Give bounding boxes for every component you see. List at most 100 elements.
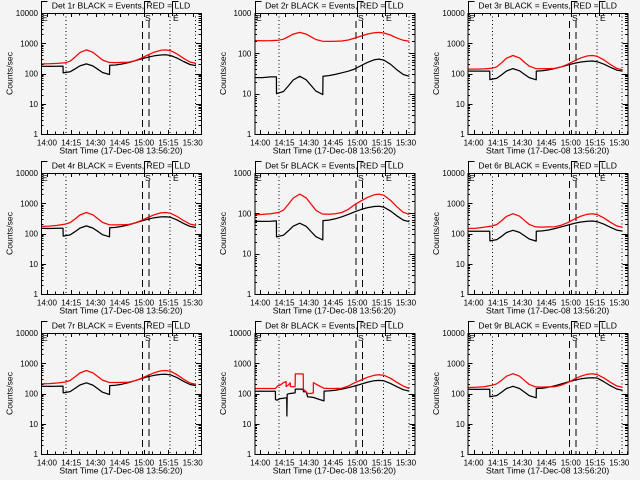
flag-bracket: [468, 1, 475, 16]
flag-label: E: [173, 173, 179, 183]
xtick-label: 14:45: [323, 459, 344, 468]
ytick-label: 10000: [16, 9, 39, 18]
y-axis-title: Counts/sec: [5, 211, 15, 255]
panel-title: Det 1r BLACK = Events, RED = LLD: [52, 1, 191, 11]
flag-label: S: [572, 13, 578, 23]
flag-label: E: [386, 173, 392, 183]
ytick-label: 1: [460, 130, 465, 139]
lld-series-line: [41, 211, 197, 228]
panel-det-8: Det 8r BLACK = Events, RED = LLD 1 10 100 10…: [218, 321, 417, 476]
xtick-label: 14:15: [488, 139, 509, 148]
ytick-label: 10000: [442, 9, 465, 18]
xtick-label: 14:00: [250, 139, 271, 148]
flag-bracket: [144, 161, 151, 176]
ytick-label: 1: [460, 450, 465, 459]
xtick-label: 14:30: [86, 459, 107, 468]
xtick-label: 14:30: [512, 139, 533, 148]
xtick-label: 14:15: [275, 299, 296, 308]
xtick-label: 15:15: [158, 459, 179, 468]
ytick-label: 1: [247, 450, 252, 459]
xtick-label: 14:30: [512, 459, 533, 468]
ytick-label: 100: [25, 390, 39, 399]
ytick-label: 10: [29, 420, 38, 429]
events-series-line: [254, 379, 410, 417]
xtick-label: 14:15: [275, 139, 296, 148]
panel-title: Det 8r BLACK = Events, RED = LLD: [265, 321, 404, 331]
panel-title: Det 4r BLACK = Events, RED = LLD: [52, 161, 191, 171]
xtick-label: 14:00: [250, 459, 271, 468]
xtick-label: 14:15: [61, 459, 82, 468]
flag-label: E: [469, 173, 475, 183]
events-series-line: [467, 220, 623, 242]
panel-title: Det 2r BLACK = Events, RED = LLD: [265, 1, 404, 11]
ytick-label: 100: [238, 49, 252, 58]
xtick-label: 14:45: [323, 139, 344, 148]
xtick-label: 14:00: [37, 299, 58, 308]
flag-bracket: [172, 1, 179, 16]
flag-label: S: [572, 173, 578, 183]
flag-bracket: [172, 161, 179, 176]
flag-label: S: [358, 173, 364, 183]
ytick-label: 1: [247, 130, 252, 139]
lld-series-line: [467, 373, 623, 389]
panel-det-4: Det 4r BLACK = Events, RED = LLD 1 10 100 10…: [5, 161, 204, 316]
ytick-label: 10000: [16, 329, 39, 338]
xtick-label: 15:00: [347, 459, 368, 468]
xtick-label: 14:30: [86, 299, 107, 308]
xtick-label: 14:15: [488, 299, 509, 308]
xtick-label: 15:30: [396, 299, 417, 308]
xtick-label: 15:15: [585, 139, 606, 148]
xtick-label: 15:15: [158, 139, 179, 148]
xtick-label: 14:00: [464, 299, 485, 308]
ytick-label: 100: [238, 209, 252, 218]
flag-label: E: [600, 173, 606, 183]
xtick-label: 14:00: [464, 139, 485, 148]
xtick-label: 14:30: [299, 299, 320, 308]
xtick-label: 14:00: [250, 299, 271, 308]
flag-bracket: [571, 161, 578, 176]
xtick-label: 15:15: [158, 299, 179, 308]
ytick-label: 100: [451, 390, 465, 399]
ytick-label: 1000: [20, 39, 38, 48]
ytick-label: 10: [242, 250, 251, 259]
ytick-label: 1: [34, 450, 39, 459]
xtick-label: 15:00: [347, 139, 368, 148]
flag-label: S: [358, 333, 364, 343]
flag-bracket: [144, 1, 151, 16]
flag-label: E: [469, 333, 475, 343]
ytick-label: 10000: [16, 169, 39, 178]
ytick-label: 1000: [20, 199, 38, 208]
lld-series-line: [254, 31, 410, 43]
xtick-label: 14:45: [110, 459, 131, 468]
xtick-label: 14:45: [110, 299, 131, 308]
x-axis-title: Start Time (17-Dec-08 13:56:20): [486, 466, 609, 476]
xtick-label: 14:45: [110, 139, 131, 148]
xtick-label: 14:15: [61, 299, 82, 308]
panel-det-1: Det 1r BLACK = Events, RED = LLD 1 10 100 10…: [5, 1, 204, 156]
ytick-label: 10: [29, 100, 38, 109]
xtick-label: 15:15: [372, 299, 393, 308]
flag-bracket: [571, 1, 578, 16]
panel-det-7: Det 7r BLACK = Events, RED = LLD 1 10 100 10…: [5, 321, 204, 476]
flag-bracket: [468, 321, 475, 336]
flag-label: S: [145, 333, 151, 343]
events-series-line: [467, 60, 623, 81]
flag-label: E: [173, 333, 179, 343]
xtick-label: 14:15: [275, 459, 296, 468]
flag-label: E: [600, 13, 606, 23]
x-axis-title: Start Time (17-Dec-08 13:56:20): [486, 306, 609, 316]
xtick-label: 14:45: [536, 139, 557, 148]
ytick-label: 1000: [234, 169, 252, 178]
ytick-label: 100: [25, 70, 39, 79]
xtick-label: 15:30: [609, 459, 630, 468]
flag-label: S: [358, 13, 364, 23]
ytick-label: 1: [247, 290, 252, 299]
y-axis-title: Counts/sec: [5, 51, 15, 95]
xtick-label: 15:15: [585, 299, 606, 308]
flag-label: E: [600, 333, 606, 343]
ytick-label: 10: [456, 100, 465, 109]
xtick-label: 15:30: [396, 459, 417, 468]
panel-det-9: Det 9r BLACK = Events, RED = LLD 1 10 100 10…: [431, 321, 630, 476]
ytick-label: 1: [34, 130, 39, 139]
flag-label: S: [572, 333, 578, 343]
